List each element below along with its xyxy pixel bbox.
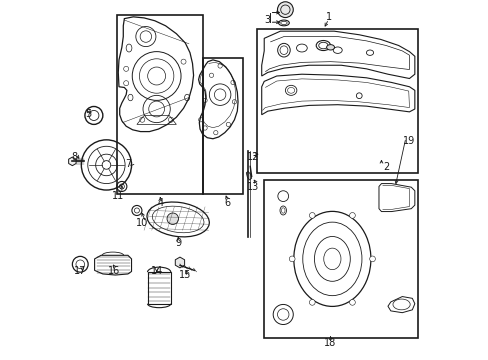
Text: 6: 6 bbox=[224, 198, 230, 208]
Circle shape bbox=[309, 300, 314, 305]
Text: 9: 9 bbox=[175, 238, 181, 248]
Text: 11: 11 bbox=[112, 191, 124, 201]
Text: 2: 2 bbox=[382, 162, 388, 172]
Text: 1: 1 bbox=[325, 12, 331, 22]
Text: 4: 4 bbox=[157, 198, 163, 208]
Text: 14: 14 bbox=[150, 266, 163, 276]
Circle shape bbox=[277, 2, 293, 18]
Ellipse shape bbox=[326, 45, 334, 50]
Bar bbox=[203, 58, 242, 194]
Circle shape bbox=[369, 256, 375, 262]
Circle shape bbox=[309, 212, 314, 218]
Polygon shape bbox=[68, 157, 76, 166]
Text: 13: 13 bbox=[247, 182, 259, 192]
Text: 7: 7 bbox=[124, 159, 131, 169]
Bar bbox=[257, 30, 418, 173]
Circle shape bbox=[349, 300, 355, 305]
Text: 15: 15 bbox=[179, 270, 191, 280]
Bar bbox=[147, 272, 171, 304]
Text: 17: 17 bbox=[74, 266, 86, 276]
Circle shape bbox=[349, 212, 355, 218]
Text: 10: 10 bbox=[136, 218, 148, 228]
Polygon shape bbox=[175, 257, 184, 268]
Text: 3: 3 bbox=[264, 15, 270, 26]
Text: 19: 19 bbox=[402, 136, 414, 145]
Polygon shape bbox=[246, 171, 251, 180]
Text: 16: 16 bbox=[107, 266, 120, 276]
Bar bbox=[264, 180, 418, 338]
Text: 5: 5 bbox=[85, 109, 91, 119]
Circle shape bbox=[167, 213, 178, 225]
Text: 18: 18 bbox=[324, 338, 336, 348]
Bar bbox=[117, 15, 203, 194]
Circle shape bbox=[289, 256, 294, 262]
Text: 8: 8 bbox=[71, 152, 77, 162]
Text: 12: 12 bbox=[247, 152, 259, 162]
